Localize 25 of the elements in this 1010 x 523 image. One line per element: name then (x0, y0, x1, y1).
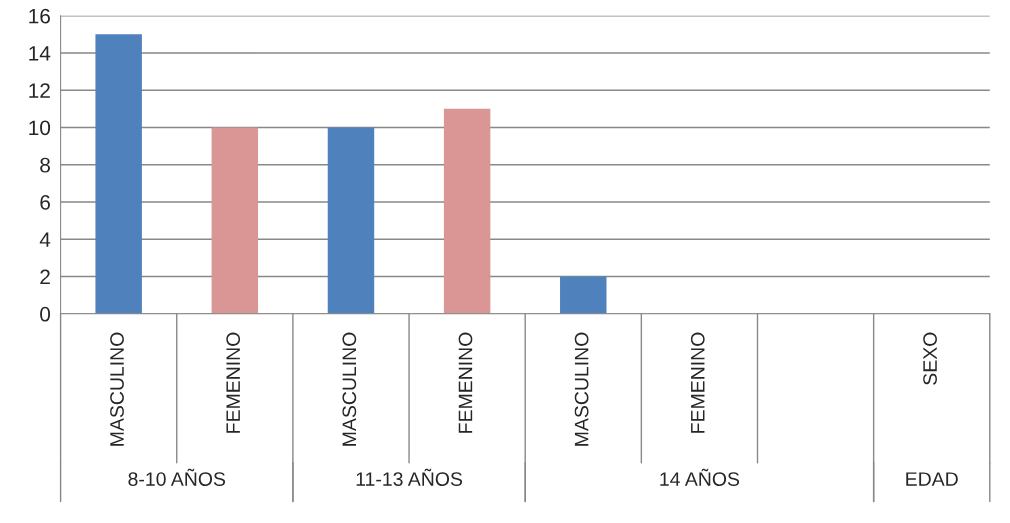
y-tick-label: 12 (29, 83, 50, 98)
y-tick-label: 8 (40, 157, 50, 173)
y-tick-label: 0 (40, 306, 51, 322)
bar (211, 127, 259, 314)
y-tick-label: 6 (40, 195, 50, 210)
bar (443, 108, 491, 314)
y-tick-label: 16 (29, 8, 50, 24)
text: 8-10 AÑOS (128, 468, 226, 486)
y-tick-label: 10 (29, 120, 51, 136)
text: 14 AÑOS (660, 468, 740, 486)
y-tick-label: 4 (39, 232, 51, 247)
y-tick-label: 14 (29, 46, 51, 61)
x-tick-label: FEMENINO (690, 332, 705, 433)
x-tick-label: SEXO (923, 332, 937, 385)
bar (327, 127, 375, 314)
x-tick-label: MASCULINO (574, 332, 589, 446)
y-tick-label: 2 (40, 269, 50, 285)
x-tick-label: MASCULINO (342, 332, 357, 446)
x-tick-label: MASCULINO (110, 332, 124, 446)
x-tick-label: FEMENINO (458, 332, 473, 433)
text: EDAD (906, 472, 958, 486)
x-tick-label: FEMENINO (226, 332, 241, 433)
bar (560, 276, 607, 314)
text: 11-13 AÑOS (356, 468, 463, 486)
bar (95, 34, 142, 314)
